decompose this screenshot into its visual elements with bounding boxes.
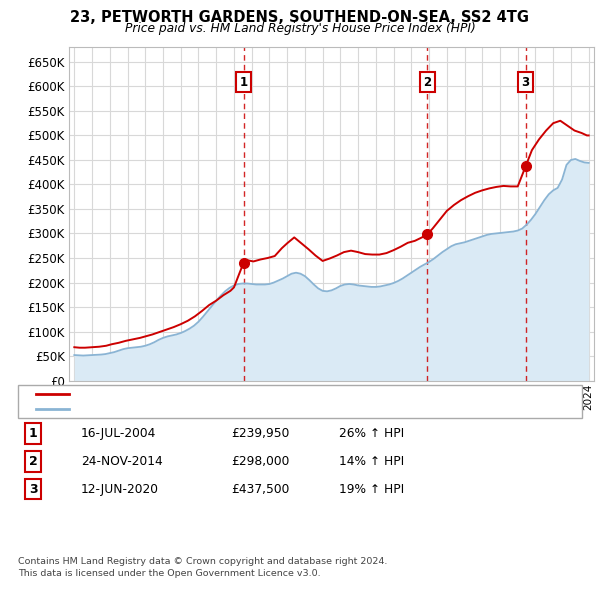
Text: 2: 2 bbox=[29, 455, 37, 468]
Text: 26% ↑ HPI: 26% ↑ HPI bbox=[339, 427, 404, 440]
Text: 24-NOV-2014: 24-NOV-2014 bbox=[81, 455, 163, 468]
Text: 1: 1 bbox=[29, 427, 37, 440]
Text: Price paid vs. HM Land Registry's House Price Index (HPI): Price paid vs. HM Land Registry's House … bbox=[125, 22, 475, 35]
Text: £239,950: £239,950 bbox=[231, 427, 289, 440]
Text: Contains HM Land Registry data © Crown copyright and database right 2024.: Contains HM Land Registry data © Crown c… bbox=[18, 558, 388, 566]
Text: 3: 3 bbox=[29, 483, 37, 496]
Text: 3: 3 bbox=[521, 76, 530, 88]
Text: 16-JUL-2004: 16-JUL-2004 bbox=[81, 427, 157, 440]
Text: £437,500: £437,500 bbox=[231, 483, 289, 496]
Text: £298,000: £298,000 bbox=[231, 455, 289, 468]
Text: 1: 1 bbox=[239, 76, 248, 88]
Text: HPI: Average price, semi-detached house, Southend-on-Sea: HPI: Average price, semi-detached house,… bbox=[75, 404, 376, 414]
Text: This data is licensed under the Open Government Licence v3.0.: This data is licensed under the Open Gov… bbox=[18, 569, 320, 578]
Text: 14% ↑ HPI: 14% ↑ HPI bbox=[339, 455, 404, 468]
Text: 23, PETWORTH GARDENS, SOUTHEND-ON-SEA, SS2 4TG: 23, PETWORTH GARDENS, SOUTHEND-ON-SEA, S… bbox=[71, 10, 530, 25]
Text: 19% ↑ HPI: 19% ↑ HPI bbox=[339, 483, 404, 496]
Text: 23, PETWORTH GARDENS, SOUTHEND-ON-SEA, SS2 4TG (semi-detached house): 23, PETWORTH GARDENS, SOUTHEND-ON-SEA, S… bbox=[75, 389, 479, 398]
Text: 2: 2 bbox=[423, 76, 431, 88]
Text: 12-JUN-2020: 12-JUN-2020 bbox=[81, 483, 159, 496]
